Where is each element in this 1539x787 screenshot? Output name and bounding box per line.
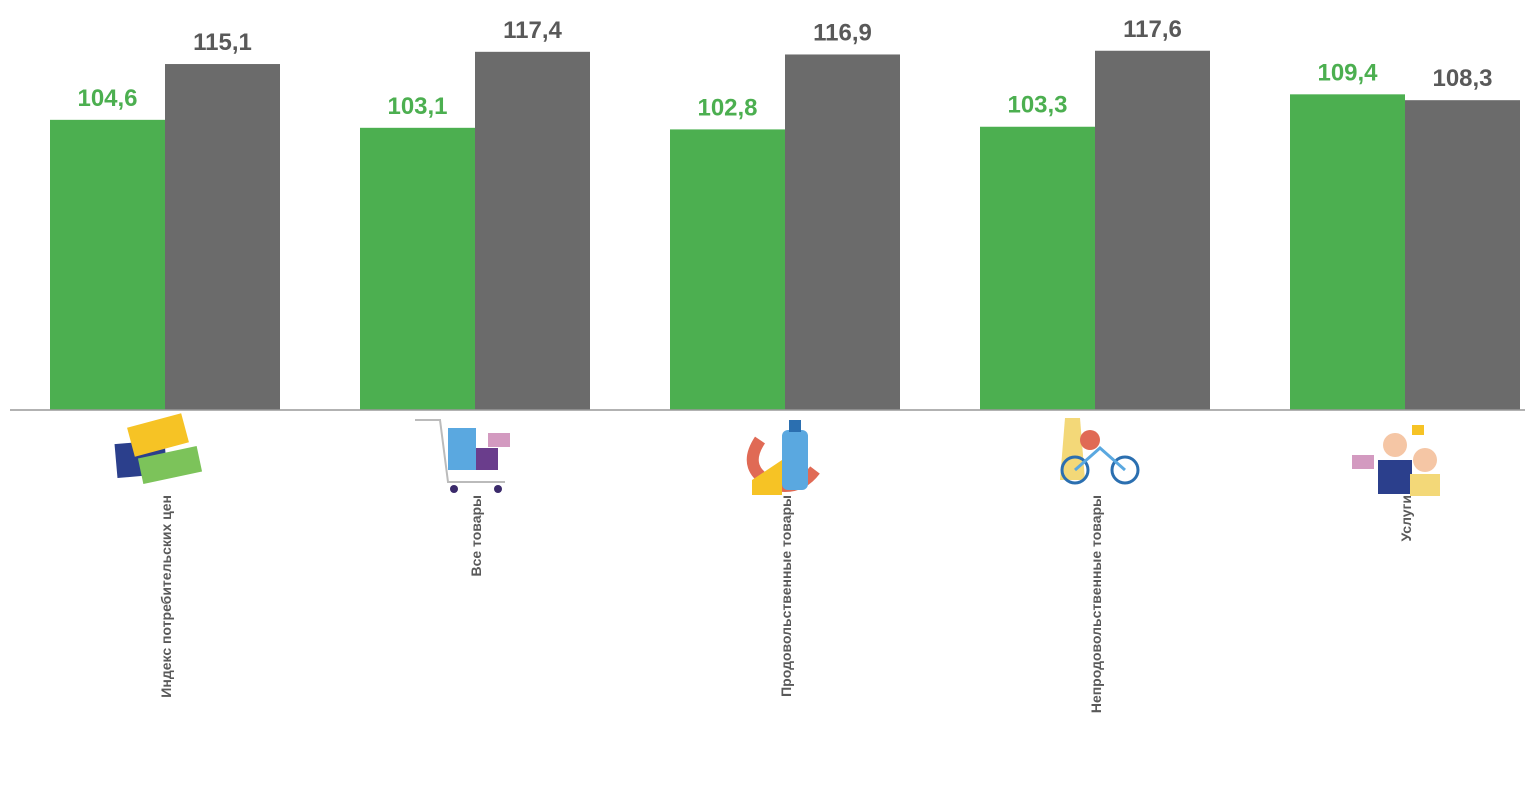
value-label: 115,1 [193, 29, 252, 56]
icon-food [746, 420, 820, 495]
x-tick-label: Продовольственные товары [778, 495, 794, 697]
value-label: 109,4 [1317, 59, 1378, 86]
value-label: 117,6 [1123, 16, 1182, 43]
icon-goods [415, 419, 510, 493]
value-label: 104,6 [77, 85, 137, 112]
icon-services [1352, 425, 1440, 496]
bar [670, 129, 785, 411]
bar [1095, 50, 1210, 411]
value-label: 116,9 [813, 19, 872, 46]
x-tick-label: Услуги [1398, 495, 1414, 542]
x-tick-label: Индекс потребительских цен [158, 495, 174, 698]
bar [980, 126, 1095, 411]
value-label: 108,3 [1432, 65, 1492, 92]
bar [1290, 94, 1405, 411]
value-label: 103,3 [1007, 92, 1067, 119]
bar [475, 51, 590, 411]
bar [360, 127, 475, 410]
x-tick-label: Все товары [468, 495, 484, 577]
bar [50, 119, 165, 410]
value-label: 102,8 [697, 94, 757, 121]
icon-cpi [114, 413, 203, 484]
bar [785, 54, 900, 411]
value-label: 103,1 [387, 93, 447, 120]
bar [165, 64, 280, 410]
value-label: 117,4 [503, 17, 562, 44]
icon-nonfood [1060, 418, 1140, 485]
bar [1405, 100, 1520, 411]
x-tick-label: Непродовольственные товары [1088, 495, 1104, 713]
